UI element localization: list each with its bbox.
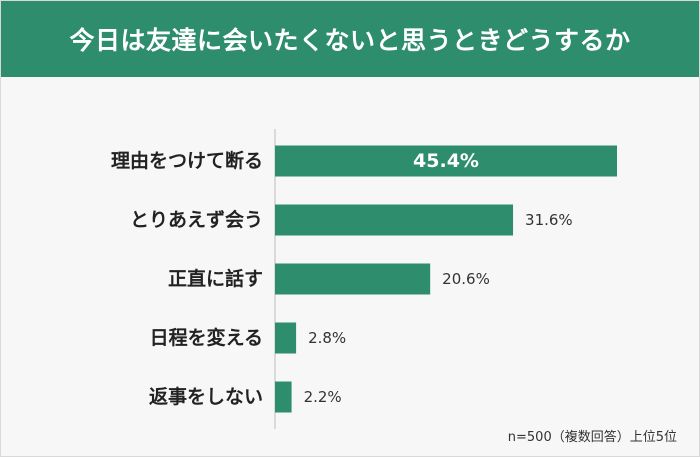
category-label: 返事をしない xyxy=(149,385,263,408)
value-label: 45.4% xyxy=(413,150,479,172)
value-label: 2.2% xyxy=(304,388,342,406)
bar xyxy=(275,322,297,354)
bar xyxy=(275,204,514,236)
bar xyxy=(275,145,617,177)
bar xyxy=(275,381,292,413)
bar xyxy=(275,263,431,295)
sample-note: n=500（複数回答）上位5位 xyxy=(507,430,677,445)
bar-chart: 理由をつけて断る 45.4% とりあえず会う 31.6% 正直に話す 20.6% 日程を変え… xyxy=(111,129,617,429)
value-label: 2.8% xyxy=(308,329,346,347)
category-label: 正直に話す xyxy=(168,267,263,290)
category-label: 日程を変える xyxy=(150,326,263,349)
chart-title: 今日は友達に会いたくないと思うときどうするか xyxy=(69,26,631,55)
value-label: 20.6% xyxy=(442,270,490,288)
title-banner: 今日は友達に会いたくないと思うときどうするか xyxy=(1,1,699,77)
category-label: とりあえず会う xyxy=(130,208,263,231)
category-label: 理由をつけて断る xyxy=(111,149,263,172)
value-label: 31.6% xyxy=(525,211,573,229)
